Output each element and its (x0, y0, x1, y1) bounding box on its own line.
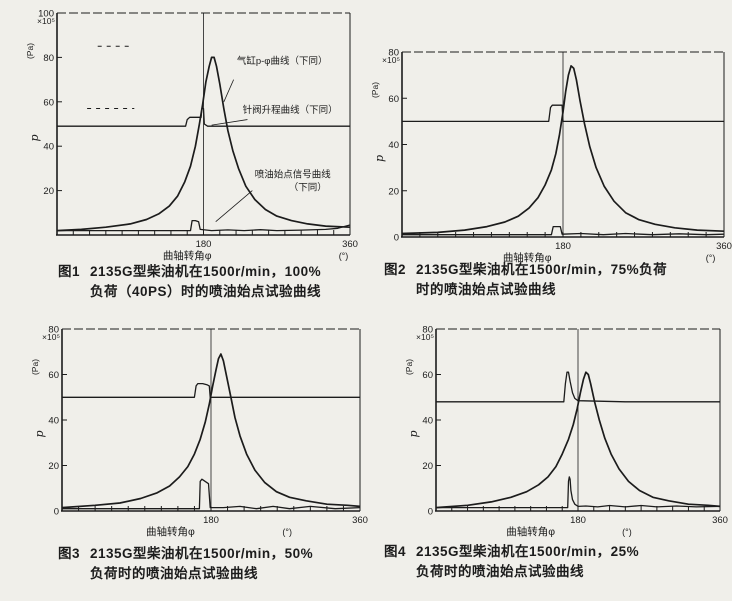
figure-4-caption-line2: 负荷时的喷油始点试验曲线 (416, 564, 584, 580)
curve-cylinder-pressure (61, 353, 361, 509)
curve-injection-start-signal (402, 225, 725, 236)
figure-2-label: 图2 (384, 262, 407, 277)
y-unit-label: (Pa) (370, 82, 380, 98)
x-tick-label: 360 (716, 241, 732, 252)
x-tick-label: 180 (555, 241, 571, 252)
curve-cylinder-pressure (56, 56, 351, 232)
x-axis-label: 曲轴转角φ (503, 251, 552, 264)
figure-3-caption-text: 2135G型柴油机在1500r/min，50% (90, 546, 314, 561)
y-axis-letter: p (373, 155, 386, 162)
y-tick-label: 20 (422, 461, 433, 472)
curve-needle-lift (57, 107, 350, 127)
y-tick-label: 40 (48, 416, 59, 427)
figure-1-caption-line1: 图1 2135G型柴油机在1500r/min，100% (58, 262, 373, 282)
annotation-leader-0 (223, 79, 234, 102)
y-unit-label: (Pa) (404, 359, 414, 375)
y-tick-label: 20 (388, 186, 399, 197)
figure-2-caption-line1: 图2 2135G型柴油机在1500r/min，75%负荷 (384, 260, 729, 280)
figure-4-caption-text: 2135G型柴油机在1500r/min，25% (416, 544, 640, 559)
x-unit-label: (°) (282, 527, 292, 537)
y-axis-letter: p (33, 430, 46, 437)
figure-4-label: 图4 (384, 544, 407, 559)
curve-injection-start-signal (57, 219, 351, 232)
x-unit-label: (°) (706, 253, 716, 263)
curve-needle-lift (436, 371, 720, 403)
y-tick-label: 40 (43, 142, 54, 153)
figure-1-label: 图1 (58, 264, 81, 279)
figure-3-caption-line1: 图3 2135G型柴油机在1500r/min，50% (58, 544, 373, 564)
figure-1-chart: 20 40 60 80 100 ×10⁵ (Pa) p 180 360 曲轴转角φ (°) 气缸p-φ曲… (12, 3, 372, 263)
x-tick-label: 180 (196, 239, 212, 250)
plot-svg: 0 20 40 60 80×10⁵ (Pa) p 180 360 曲轴转角φ (°) (30, 325, 368, 539)
y-tick-label: 80 (43, 53, 54, 64)
y-tick-label: 40 (422, 416, 433, 427)
y-axis-letter: p (28, 134, 41, 141)
y-axis-letter: p (407, 430, 420, 437)
annotation-label-2: （下同） (289, 181, 327, 193)
y-scale-label: ×10⁵ (42, 332, 60, 342)
x-tick-label: 180 (570, 515, 586, 526)
figure-3-caption: 图3 2135G型柴油机在1500r/min，50% 负荷时的喷油始点试验曲线 (58, 544, 373, 585)
annotation-leader-1 (211, 119, 248, 126)
figure-4-caption-line1: 图4 2135G型柴油机在1500r/min，25% (384, 542, 729, 562)
curve-needle-lift (402, 104, 724, 123)
annotation-leader-2 (215, 190, 253, 222)
y-tick-label: 80 (48, 325, 59, 336)
curve-needle-lift (62, 382, 360, 398)
y-tick-label: 0 (428, 507, 433, 518)
y-scale-label: ×10⁵ (37, 16, 55, 26)
x-axis-label: 曲轴转角φ (146, 525, 195, 538)
curve-cylinder-pressure (435, 371, 721, 509)
figure-3-label: 图3 (58, 546, 81, 561)
y-tick-label: 60 (48, 370, 59, 381)
y-tick-label: 100 (38, 9, 54, 20)
x-axis-label: 曲轴转角φ (506, 525, 555, 538)
figure-2-caption-line2: 时的喷油始点试验曲线 (416, 282, 556, 298)
x-tick-label: 360 (352, 515, 368, 526)
figure-3-caption-line2: 负荷时的喷油始点试验曲线 (90, 566, 258, 582)
annotation-label-2: 喷油始点信号曲线 (255, 168, 332, 180)
plot-svg: 20 40 60 80 100×10⁵ (Pa) p 180 360 曲轴转角φ (°) 气缸p-φ曲… (25, 9, 358, 263)
y-tick-label: 60 (422, 370, 433, 381)
x-tick-label: 360 (342, 239, 358, 250)
annotation-label-1: 针阀升程曲线（下同） (243, 104, 338, 116)
figure-2-chart: 0 20 40 60 80 ×10⁵ (Pa) p 180 360 曲轴转角φ (°) (370, 30, 732, 265)
y-tick-label: 0 (54, 507, 59, 518)
y-tick-label: 60 (388, 94, 399, 105)
y-tick-label: 80 (388, 48, 399, 59)
figure-1-caption-line2: 负荷（40PS）时的喷油始点试验曲线 (90, 284, 322, 300)
figure-4-chart: 0 20 40 60 80 ×10⁵ (Pa) p 180 360 曲轴转角φ (°) (376, 316, 732, 544)
figure-4-caption: 图4 2135G型柴油机在1500r/min，25% 负荷时的喷油始点试验曲线 (384, 542, 729, 583)
annotation-label-0: 气缸p-φ曲线（下同） (237, 55, 328, 67)
x-tick-label: 180 (203, 515, 219, 526)
plot-svg: 0 20 40 60 80×10⁵ (Pa) p 180 360 曲轴转角φ (°) (404, 325, 728, 539)
x-unit-label: (°) (622, 527, 632, 537)
x-tick-label: 360 (712, 515, 728, 526)
y-tick-label: 80 (422, 325, 433, 336)
y-unit-label: (Pa) (25, 43, 35, 59)
y-tick-label: 40 (388, 140, 399, 151)
x-unit-label: (°) (339, 251, 349, 261)
y-tick-label: 0 (394, 233, 399, 244)
figure-1-caption-text: 2135G型柴油机在1500r/min，100% (90, 264, 322, 279)
y-scale-label: ×10⁵ (382, 55, 400, 65)
y-tick-label: 20 (43, 186, 54, 197)
figure-3-chart: 0 20 40 60 80 ×10⁵ (Pa) p 180 360 曲轴转角φ (°) (12, 316, 374, 544)
figure-2-caption: 图2 2135G型柴油机在1500r/min，75%负荷 时的喷油始点试验曲线 (384, 260, 729, 301)
curve-cylinder-pressure (401, 65, 725, 235)
figure-2-caption-text: 2135G型柴油机在1500r/min，75%负荷 (416, 262, 668, 277)
curve-injection-start-signal (62, 478, 361, 510)
y-unit-label: (Pa) (30, 359, 40, 375)
y-tick-label: 20 (48, 461, 59, 472)
figure-1-caption: 图1 2135G型柴油机在1500r/min，100% 负荷（40PS）时的喷油始… (58, 262, 373, 303)
curve-injection-start-signal (436, 476, 721, 509)
y-tick-label: 60 (43, 97, 54, 108)
y-scale-label: ×10⁵ (416, 332, 434, 342)
x-axis-label: 曲轴转角φ (163, 249, 212, 262)
plot-svg: 0 20 40 60 80×10⁵ (Pa) p 180 360 曲轴转角φ (°) (370, 48, 732, 265)
